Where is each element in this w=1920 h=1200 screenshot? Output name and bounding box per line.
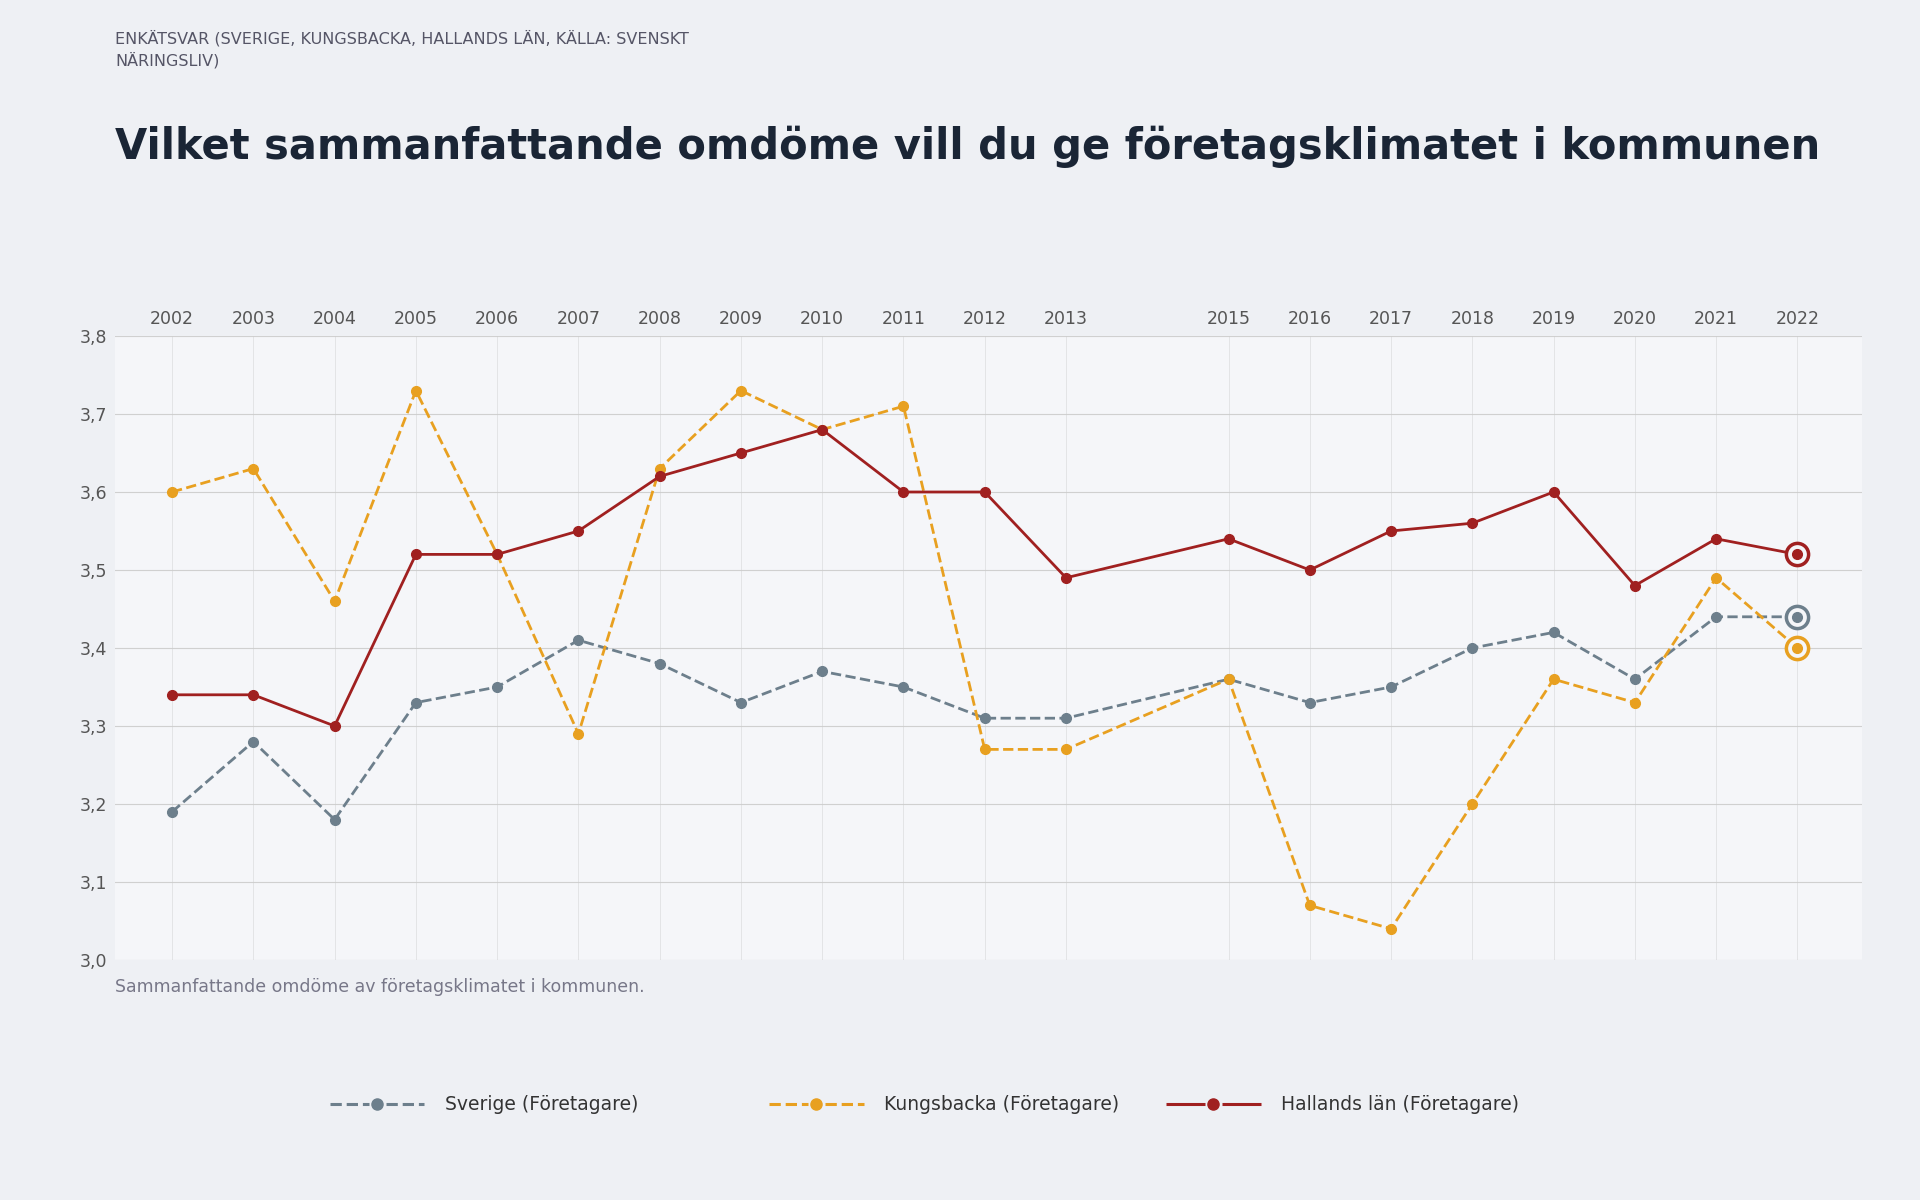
Text: Sverige (Företagare): Sverige (Företagare) [445,1094,637,1114]
Text: ENKÄTSVAR (SVERIGE, KUNGSBACKA, HALLANDS LÄN, KÄLLA: SVENSKT
NÄRINGSLIV): ENKÄTSVAR (SVERIGE, KUNGSBACKA, HALLANDS… [115,30,689,68]
Text: Kungsbacka (Företagare): Kungsbacka (Företagare) [883,1094,1119,1114]
Text: Vilket sammanfattande omdöme vill du ge företagsklimatet i kommunen: Vilket sammanfattande omdöme vill du ge … [115,126,1820,168]
Text: Sammanfattande omdöme av företagsklimatet i kommunen.: Sammanfattande omdöme av företagsklimate… [115,978,645,996]
Text: Hallands län (Företagare): Hallands län (Företagare) [1281,1094,1519,1114]
